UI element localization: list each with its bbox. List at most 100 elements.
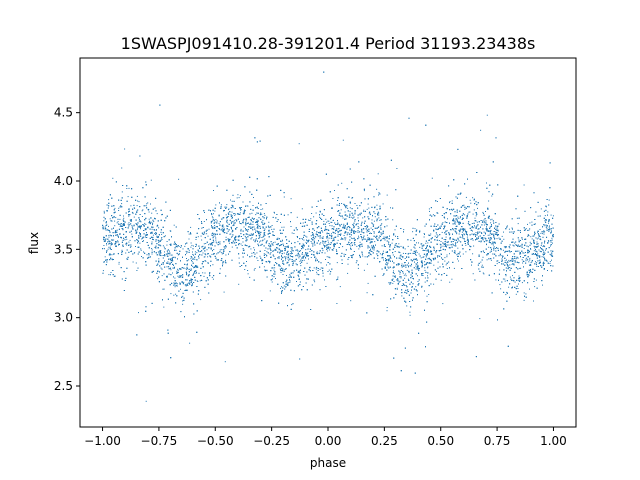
data-point: [131, 233, 133, 235]
data-point: [320, 267, 322, 269]
data-point: [414, 253, 416, 254]
data-point: [519, 280, 521, 282]
data-point: [206, 233, 208, 235]
data-point: [268, 232, 270, 234]
data-point: [316, 252, 318, 254]
data-point: [340, 209, 342, 211]
data-point: [412, 277, 414, 279]
data-point: [236, 219, 238, 221]
data-point: [247, 205, 249, 207]
data-point: [516, 250, 518, 252]
data-point: [464, 234, 466, 236]
data-point: [512, 244, 514, 246]
data-point: [372, 246, 374, 247]
data-point: [533, 235, 535, 237]
data-point: [363, 190, 365, 192]
data-point: [182, 303, 184, 305]
data-point: [417, 264, 419, 266]
data-point: [421, 286, 423, 288]
data-point: [396, 288, 398, 290]
data-point: [500, 255, 502, 257]
data-point: [502, 278, 504, 280]
data-point: [247, 229, 249, 230]
data-point: [104, 239, 106, 241]
data-point: [543, 230, 545, 232]
data-point: [208, 228, 210, 230]
data-point: [279, 265, 281, 267]
data-point: [315, 259, 317, 261]
data-point: [353, 227, 355, 229]
data-point: [307, 248, 309, 250]
data-point: [205, 260, 207, 262]
data-point: [446, 230, 448, 232]
data-point: [242, 250, 244, 251]
data-point: [160, 245, 162, 247]
data-point: [550, 231, 552, 233]
data-point: [530, 262, 532, 264]
data-point: [490, 230, 492, 232]
data-point: [241, 245, 243, 246]
data-point: [444, 227, 445, 229]
data-point: [422, 273, 424, 274]
data-point: [386, 225, 388, 227]
data-point: [371, 219, 373, 221]
data-point: [358, 237, 360, 239]
data-point: [399, 276, 401, 278]
data-point: [515, 244, 517, 246]
data-point: [423, 236, 425, 238]
data-point: [415, 250, 417, 252]
data-point: [482, 256, 484, 258]
data-point: [113, 275, 115, 277]
data-point: [207, 235, 209, 237]
data-point: [299, 260, 301, 262]
data-point: [379, 253, 381, 255]
data-point: [418, 242, 419, 244]
data-point: [550, 241, 552, 243]
data-point: [342, 246, 344, 248]
data-point: [156, 213, 158, 215]
data-point: [358, 248, 360, 250]
data-point: [517, 223, 519, 225]
data-point: [319, 216, 321, 218]
data-point: [251, 212, 253, 214]
data-point: [533, 300, 534, 302]
data-point: [443, 239, 445, 240]
data-point: [415, 286, 417, 288]
data-point: [365, 226, 367, 228]
data-point: [152, 234, 154, 236]
data-point: [526, 257, 528, 259]
data-point: [223, 226, 225, 228]
data-point: [345, 254, 347, 255]
data-point: [180, 247, 182, 248]
data-point: [521, 259, 523, 261]
data-point: [548, 199, 550, 201]
data-point: [522, 252, 524, 254]
data-point: [330, 244, 332, 245]
data-point: [205, 243, 207, 244]
data-point: [140, 249, 142, 251]
data-point: [264, 238, 266, 240]
data-point: [380, 234, 382, 236]
data-point: [253, 247, 255, 249]
data-point: [236, 197, 238, 199]
data-point: [473, 227, 475, 229]
data-point: [462, 237, 464, 239]
data-point: [504, 247, 506, 249]
data-point: [298, 143, 300, 145]
data-point: [359, 255, 361, 257]
data-point: [162, 245, 164, 247]
data-point: [246, 261, 247, 262]
data-point: [425, 242, 427, 244]
data-point: [135, 223, 137, 225]
data-point: [277, 247, 279, 249]
data-point: [121, 203, 123, 205]
data-point: [210, 222, 212, 224]
data-point: [287, 283, 289, 285]
data-point: [296, 216, 298, 218]
data-point: [225, 236, 227, 238]
data-point: [381, 245, 383, 247]
data-point: [440, 247, 441, 249]
data-point: [230, 233, 232, 235]
data-point: [482, 213, 484, 214]
data-point: [533, 250, 535, 252]
